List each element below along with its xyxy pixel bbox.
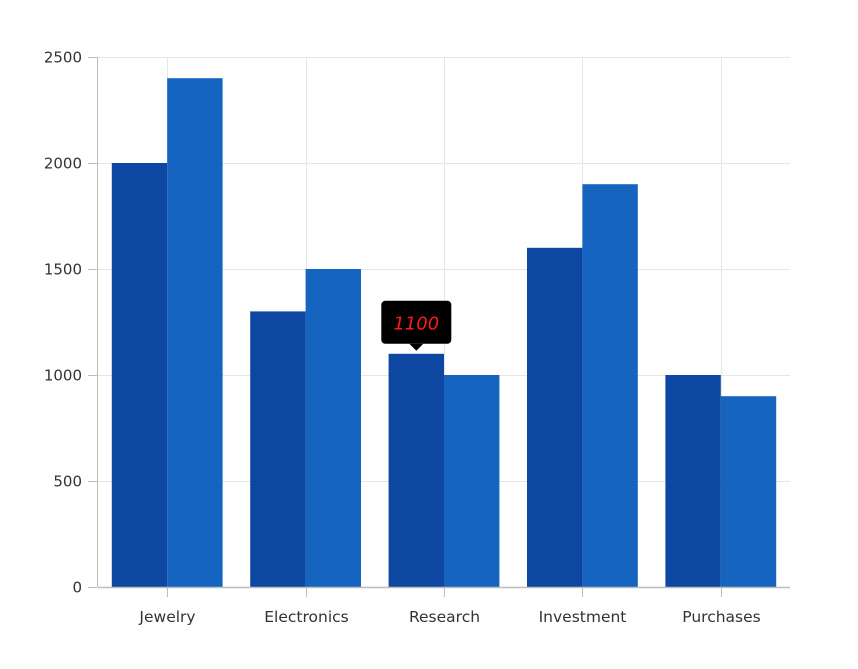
bar	[665, 375, 721, 587]
y-tick-label: 2500	[44, 49, 82, 67]
x-tick-label: Research	[409, 608, 480, 626]
y-tick-label: 1500	[44, 261, 82, 279]
y-tick-label: 0	[72, 579, 82, 597]
bars	[111, 78, 777, 588]
x-tick-label: Investment	[539, 608, 627, 626]
y-tick-label: 2000	[44, 155, 82, 173]
y-axis-ticks: 0 500 1000 1500 2000 2500	[44, 49, 97, 597]
bar	[444, 375, 500, 587]
x-axis-ticks: Jewelry Electronics Research Investment Purc…	[138, 587, 761, 626]
bar	[250, 311, 306, 587]
bar	[582, 184, 638, 587]
bar	[111, 163, 168, 587]
tooltip-pointer	[409, 343, 424, 351]
x-tick-label: Jewelry	[138, 608, 195, 626]
tooltip-box	[381, 300, 452, 344]
y-tick-label: 500	[53, 473, 82, 491]
bar	[527, 247, 583, 588]
bar	[167, 78, 223, 587]
tooltip: 1100	[381, 300, 452, 351]
x-tick-label: Electronics	[264, 608, 348, 626]
y-tick-label: 1000	[44, 367, 82, 385]
tooltip-callout: 1100	[381, 300, 452, 351]
tooltip-label: 1100	[393, 313, 439, 334]
x-tick-label: Purchases	[682, 608, 760, 626]
bar	[720, 396, 777, 587]
bar	[305, 269, 361, 587]
bar	[388, 353, 444, 587]
